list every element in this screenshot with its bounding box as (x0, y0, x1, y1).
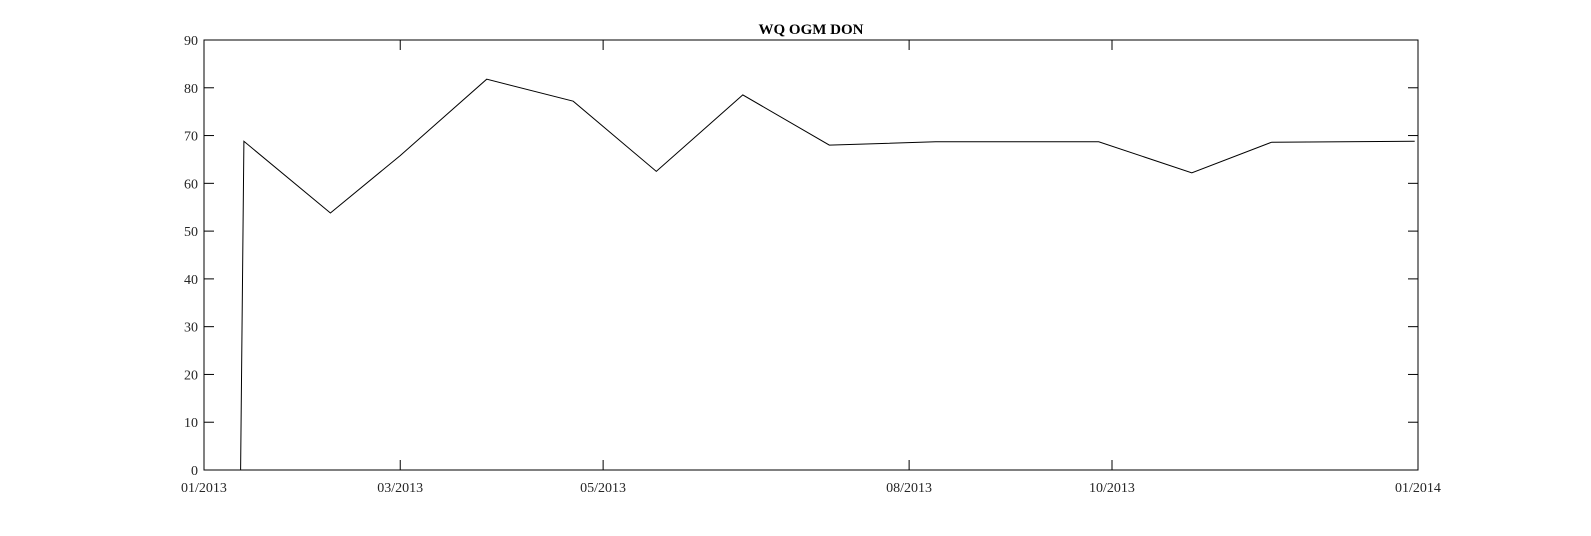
y-tick-label: 20 (184, 368, 198, 383)
x-tick-label: 01/2013 (181, 481, 227, 496)
y-tick-label: 40 (184, 273, 198, 288)
series-line (204, 78, 1415, 471)
x-tick-label: 03/2013 (377, 481, 423, 496)
y-tick-label: 30 (184, 321, 198, 336)
plot-area-frame (203, 39, 1419, 471)
x-tick-label: 10/2013 (1089, 481, 1135, 496)
x-tick-label: 05/2013 (580, 481, 626, 496)
y-tick-label: 60 (184, 177, 198, 192)
x-axis-ticks: 01/2013 03/2013 05/2013 08/2013 10/2013 01/20… (181, 40, 1441, 496)
y-tick-label: 0 (191, 464, 198, 479)
y-tick-label: 90 (184, 34, 198, 49)
y-tick-label: 70 (184, 130, 198, 145)
series-group (204, 78, 1415, 471)
y-axis-ticks: 0 10 20 30 40 50 60 70 80 90 (184, 34, 1418, 479)
y-tick-label: 80 (184, 82, 198, 97)
x-tick-label: 08/2013 (886, 481, 932, 496)
x-tick-label: 01/2014 (1395, 481, 1441, 496)
y-tick-label: 10 (184, 416, 198, 431)
chart-title: WQ OGM DON (759, 22, 864, 38)
y-tick-label: 50 (184, 225, 198, 240)
